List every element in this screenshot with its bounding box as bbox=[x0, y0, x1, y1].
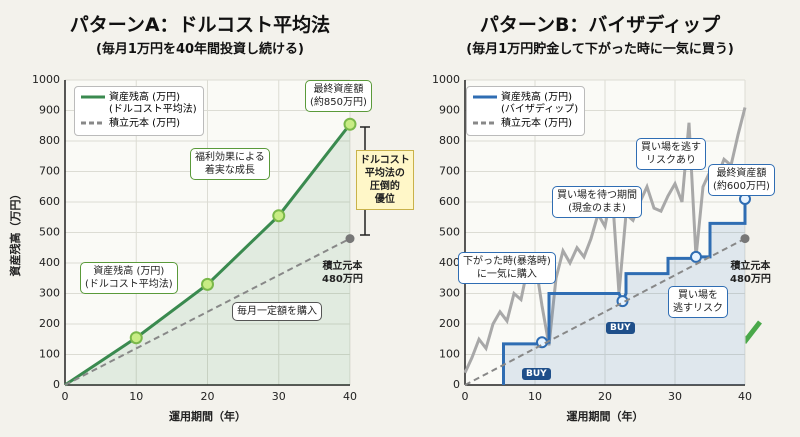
y-tick-label: 100 bbox=[439, 348, 460, 361]
y-tick-label: 100 bbox=[39, 348, 60, 361]
x-tick-label: 10 bbox=[129, 390, 143, 403]
legend-swatch bbox=[81, 95, 105, 99]
x-tick-label: 0 bbox=[62, 390, 69, 403]
annotation: 積立元本 480万円 bbox=[730, 261, 771, 285]
y-tick-label: 700 bbox=[39, 165, 60, 178]
end-point bbox=[345, 234, 355, 244]
legend-swatch bbox=[81, 121, 105, 125]
y-tick-label: 800 bbox=[439, 134, 460, 147]
annotation: 積立元本 480万円 bbox=[322, 261, 363, 285]
legend-entry: 資産残高 (万円) (バイザディップ) bbox=[473, 92, 578, 116]
series-line bbox=[463, 107, 747, 374]
legend-label: 積立元本 (万円) bbox=[501, 118, 572, 129]
legend: 資産残高 (万円) (ドルコスト平均法) 積立元本 (万円) bbox=[74, 86, 204, 136]
buy-label: BUY bbox=[606, 322, 635, 334]
area-fill bbox=[503, 198, 745, 385]
y-tick-label: 400 bbox=[439, 256, 460, 269]
point bbox=[272, 209, 286, 223]
chart-title: パターンA：ドルコスト平均法 bbox=[69, 14, 331, 36]
y-tick-label: 900 bbox=[439, 104, 460, 117]
y-tick-label: 0 bbox=[53, 378, 60, 391]
end-point bbox=[740, 234, 750, 244]
x-tick-label: 40 bbox=[738, 390, 752, 403]
legend-entry: 積立元本 (万円) bbox=[81, 118, 197, 130]
chart-subtitle: (毎月1万円を40年間投資し続ける) bbox=[95, 42, 305, 57]
x-tick-label: 20 bbox=[598, 390, 612, 403]
y-tick-label: 400 bbox=[39, 256, 60, 269]
chart-title: パターンB：バイザディップ bbox=[479, 14, 721, 36]
annotation: 買い場を 逃すリスク bbox=[668, 286, 728, 318]
x-tick-label: 30 bbox=[272, 390, 286, 403]
bracket-ends bbox=[360, 126, 370, 236]
buy-label: BUY bbox=[522, 368, 551, 380]
point bbox=[129, 331, 143, 345]
legend-label: 積立元本 (万円) bbox=[109, 118, 180, 129]
annotation: 福利効果による 着実な成長 bbox=[190, 148, 270, 180]
annotation: ドルコスト 平均法の 圧倒的 優位 bbox=[356, 150, 414, 210]
y-tick-label: 500 bbox=[39, 226, 60, 239]
annotation: 買い場を逃す リスクあり bbox=[636, 138, 706, 170]
y-tick-label: 600 bbox=[439, 195, 460, 208]
annotation: 最終資産額 (約850万円) bbox=[305, 80, 372, 112]
point bbox=[201, 277, 214, 291]
y-tick-label: 0 bbox=[453, 378, 460, 391]
point bbox=[690, 250, 702, 263]
series-line bbox=[464, 237, 746, 386]
annotation: 最終資産額 (約600万円) bbox=[708, 164, 775, 196]
legend-label: 資産残高 (万円) (ドルコスト平均法) bbox=[109, 92, 197, 115]
point bbox=[343, 117, 357, 131]
y-tick-label: 500 bbox=[439, 226, 460, 239]
annotation: 下がった時(暴落時) に一気に購入 bbox=[458, 252, 556, 284]
x-axis-label: 運用期間（年） bbox=[567, 409, 644, 423]
legend-swatch bbox=[473, 121, 497, 125]
y-axis-label: 資産残高（万円） bbox=[8, 189, 22, 277]
x-tick-label: 0 bbox=[462, 390, 469, 403]
annotation: 買い場を待つ期間 (現金のまま) bbox=[552, 186, 642, 218]
y-tick-label: 200 bbox=[39, 317, 60, 330]
legend-entry: 積立元本 (万円) bbox=[473, 118, 578, 130]
y-tick-label: 300 bbox=[39, 287, 60, 300]
legend: 資産残高 (万円) (バイザディップ) 積立元本 (万円) bbox=[466, 86, 586, 136]
x-tick-label: 10 bbox=[528, 390, 542, 403]
y-tick-label: 1000 bbox=[432, 73, 460, 86]
y-tick-label: 1000 bbox=[32, 73, 60, 86]
x-axis-label: 運用期間（年） bbox=[169, 409, 246, 423]
y-tick-label: 700 bbox=[439, 165, 460, 178]
y-tick-label: 800 bbox=[39, 134, 60, 147]
y-tick-label: 900 bbox=[39, 104, 60, 117]
annotation: 毎月一定額を購入 bbox=[232, 302, 322, 321]
y-tick-label: 300 bbox=[439, 287, 460, 300]
y-tick-label: 200 bbox=[439, 317, 460, 330]
annotation: 資産残高 (万円) (ドルコスト平均法) bbox=[80, 262, 178, 294]
legend-entry: 資産残高 (万円) (ドルコスト平均法) bbox=[81, 92, 197, 116]
chart-subtitle: (毎月1万円貯金して下がった時に一気に買う) bbox=[466, 42, 734, 57]
legend-swatch bbox=[473, 95, 497, 99]
x-tick-label: 40 bbox=[343, 390, 357, 403]
x-tick-label: 30 bbox=[668, 390, 682, 403]
series-line bbox=[64, 237, 351, 386]
legend-label: 資産残高 (万円) (バイザディップ) bbox=[501, 92, 579, 115]
y-tick-label: 600 bbox=[39, 195, 60, 208]
x-tick-label: 20 bbox=[201, 390, 215, 403]
